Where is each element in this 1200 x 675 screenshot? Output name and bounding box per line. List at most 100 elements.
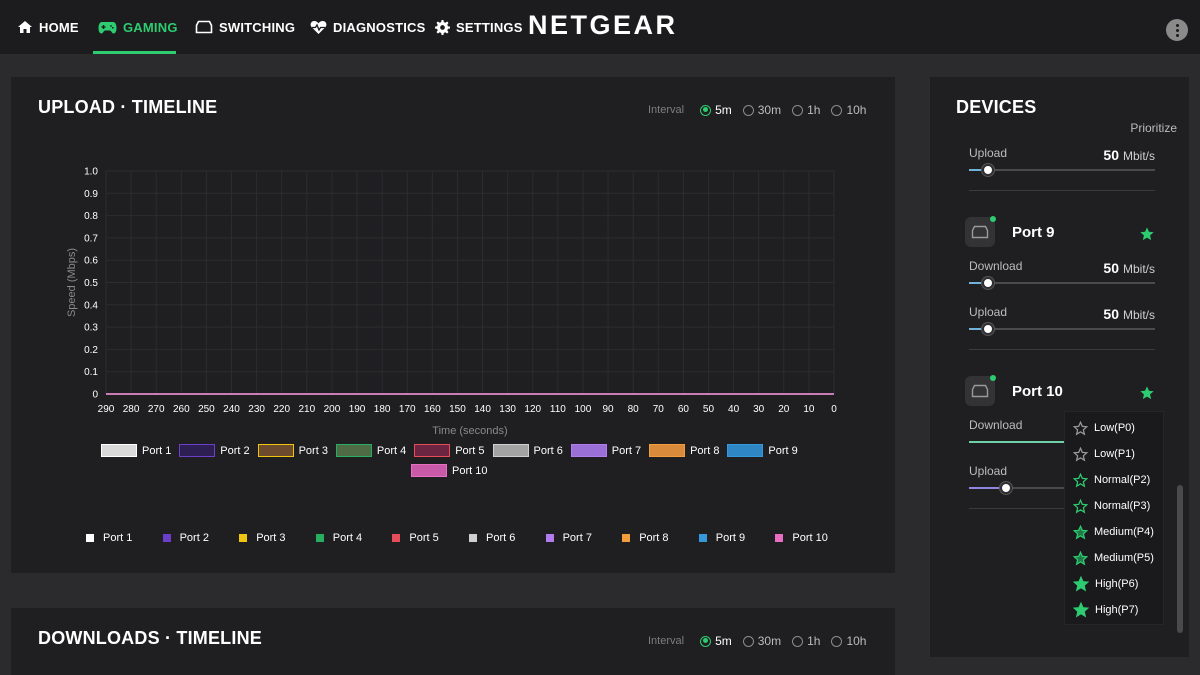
- interval-radio-10h[interactable]: 10h: [831, 103, 866, 117]
- interval-label: Interval: [648, 104, 685, 116]
- downloads-timeline-panel: DOWNLOADS · TIMELINE Interval 5m 30m 1h …: [11, 608, 895, 675]
- x-tick-label: 240: [223, 404, 240, 415]
- legend-item[interactable]: Port 5: [392, 532, 439, 544]
- interval-radio-30m[interactable]: 30m: [742, 103, 781, 117]
- x-tick-label: 40: [728, 404, 740, 415]
- priority-option[interactable]: Low(P1): [1065, 441, 1163, 467]
- upload-slider-track[interactable]: [969, 328, 1155, 330]
- nav-home[interactable]: HOME: [17, 0, 79, 54]
- upload-slider-track[interactable]: [969, 169, 1155, 171]
- nav-diagnostics[interactable]: DIAGNOSTICS: [310, 0, 425, 54]
- devices-panel-title: DEVICES: [956, 97, 1037, 117]
- legend-item[interactable]: Port 9: [698, 532, 746, 544]
- gear-icon: [435, 19, 450, 35]
- legend-label: Port 3: [298, 444, 328, 457]
- upload-label: Upload: [969, 464, 1008, 478]
- interval-radio-30m[interactable]: 30m: [742, 634, 781, 648]
- legend-item[interactable]: Port 6: [492, 444, 563, 457]
- x-tick-label: 130: [499, 404, 516, 415]
- prioritize-star-icon[interactable]: [1139, 385, 1155, 401]
- priority-option[interactable]: Normal(P3): [1065, 493, 1163, 519]
- legend-marker: [315, 534, 324, 542]
- legend-item[interactable]: Port 10: [775, 532, 828, 544]
- legend-swatch: [414, 444, 451, 457]
- x-tick-label: 0: [831, 404, 837, 415]
- nav-switching-label: SWITCHING: [219, 19, 296, 35]
- legend-item[interactable]: Port 5: [414, 444, 485, 457]
- devices-scrollbar[interactable]: [1177, 485, 1183, 633]
- download-slider-fill: [969, 282, 988, 284]
- legend-label: Port 9: [715, 532, 746, 544]
- priority-option[interactable]: High(P7): [1065, 597, 1163, 623]
- switch-port-icon: [971, 225, 989, 239]
- legend-item[interactable]: Port 7: [545, 532, 592, 544]
- legend-marker: [86, 534, 94, 542]
- switch-icon: [195, 20, 213, 34]
- upload-value: 50 Mbit/s: [1103, 147, 1155, 163]
- legend-marker: [392, 534, 401, 542]
- legend-label: Port 9: [768, 444, 798, 457]
- y-tick-label: 1.0: [84, 167, 98, 178]
- interval-radio-10h[interactable]: 10h: [831, 634, 866, 648]
- legend-item[interactable]: Port 2: [162, 532, 209, 544]
- priority-option[interactable]: Normal(P2): [1065, 467, 1163, 493]
- legend-item[interactable]: Port 8: [622, 532, 669, 544]
- heart-pulse-icon: [310, 20, 327, 34]
- brand-logo: NETGEAR: [528, 10, 678, 40]
- legend-marker: [775, 534, 784, 542]
- interval-radio-5m[interactable]: 5m: [700, 103, 732, 117]
- download-slider-track[interactable]: [969, 282, 1155, 284]
- prioritize-star-icon[interactable]: [1139, 226, 1155, 242]
- upload-panel-title: UPLOAD · TIMELINE: [38, 97, 218, 117]
- legend-item[interactable]: Port 7: [570, 444, 642, 457]
- priority-option[interactable]: Medium(P4): [1065, 519, 1163, 545]
- nav-gaming[interactable]: GAMING: [98, 0, 178, 54]
- priority-option[interactable]: Medium(P5): [1065, 545, 1163, 571]
- priority-option[interactable]: Low(P0): [1065, 415, 1163, 441]
- legend-swatch: [179, 444, 216, 457]
- more-options-icon[interactable]: [1166, 19, 1188, 41]
- x-tick-label: 170: [399, 404, 416, 415]
- upload-slider-handle[interactable]: [1000, 482, 1013, 494]
- legend-item[interactable]: Port 6: [469, 532, 515, 544]
- legend-item[interactable]: Port 1: [86, 532, 132, 544]
- interval-radio-1h[interactable]: 1h: [792, 634, 820, 648]
- x-tick-label: 250: [198, 404, 215, 415]
- priority-dropdown-menu: Low(P0) Low(P1) Normal(P2) Normal(P3) Medium…: [1064, 411, 1164, 625]
- legend-item[interactable]: Port 3: [257, 444, 328, 457]
- legend-item[interactable]: Port 10: [411, 464, 487, 477]
- legend-swatch: [335, 444, 372, 457]
- upload-slider-track[interactable]: [969, 487, 1155, 489]
- x-tick-label: 20: [778, 404, 790, 415]
- legend-item[interactable]: Port 4: [315, 532, 362, 544]
- divider: [969, 190, 1155, 191]
- legend-item[interactable]: Port 8: [649, 444, 719, 457]
- legend-swatch: [257, 444, 294, 457]
- upload-label: Upload: [969, 146, 1008, 160]
- legend-item[interactable]: Port 2: [179, 444, 250, 457]
- upload-slider-handle[interactable]: [981, 164, 994, 176]
- legend-marker: [698, 534, 707, 542]
- switch-port-icon: [971, 384, 989, 398]
- priority-option[interactable]: High(P6): [1065, 571, 1163, 597]
- home-icon: [18, 21, 32, 33]
- download-slider-handle[interactable]: [981, 277, 994, 289]
- legend-item[interactable]: Port 1: [101, 444, 171, 457]
- star-icon: [1073, 420, 1088, 435]
- interval-radio-5m[interactable]: 5m: [700, 634, 732, 648]
- y-tick-label: 0: [92, 390, 98, 401]
- legend-item[interactable]: Port 4: [335, 444, 406, 457]
- priority-option-label: Low(P1): [1094, 448, 1135, 460]
- top-navigation: HOME GAMING SWITCHING DIAGNOSTICS SETTIN…: [0, 0, 1200, 54]
- legend-label: Port 7: [611, 444, 642, 457]
- legend-marker: [469, 534, 477, 542]
- nav-switching[interactable]: SWITCHING: [195, 0, 295, 54]
- x-tick-label: 200: [324, 404, 341, 415]
- x-axis-label: Time (seconds): [432, 425, 507, 437]
- priority-option-label: Normal(P3): [1094, 500, 1151, 512]
- interval-radio-1h[interactable]: 1h: [792, 103, 820, 117]
- upload-slider-handle[interactable]: [981, 323, 994, 335]
- legend-item[interactable]: Port 3: [239, 532, 286, 544]
- nav-settings[interactable]: SETTINGS: [435, 0, 523, 54]
- legend-item[interactable]: Port 9: [727, 444, 798, 457]
